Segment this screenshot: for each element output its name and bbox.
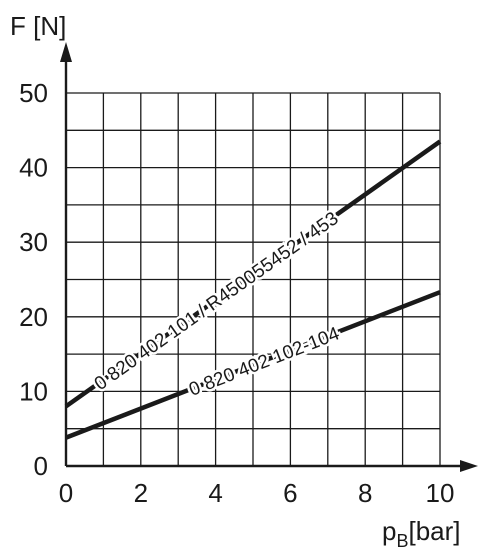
- y-axis-arrow-icon: [60, 42, 72, 62]
- y-tick-label: 0: [34, 451, 48, 481]
- series-line-2: [65, 290, 441, 440]
- y-tick-label: 30: [19, 227, 48, 257]
- x-tick-label: 6: [283, 478, 297, 508]
- x-tick-label: 2: [134, 478, 148, 508]
- x-axis-arrow-icon: [460, 460, 478, 472]
- x-axis-title-sub: B: [396, 531, 408, 551]
- series-label-2: 0 820 402 102-104: [186, 323, 343, 401]
- x-axis-title-unit: [bar]: [408, 516, 460, 546]
- x-tick-label: 10: [426, 478, 455, 508]
- y-tick-label: 50: [19, 78, 48, 108]
- x-tick-label: 0: [59, 478, 73, 508]
- y-tick-label: 20: [19, 302, 48, 332]
- axes: [60, 42, 478, 472]
- y-tick-label: 10: [19, 376, 48, 406]
- series-line-1: [64, 139, 442, 409]
- y-tick-label: 40: [19, 153, 48, 183]
- x-axis-title: pB[bar]: [382, 516, 461, 551]
- tick-labels: 0 10 20 30 40 50 0 2 4 6 8 10: [19, 78, 454, 508]
- x-axis-title-main: p: [382, 516, 396, 546]
- y-axis-title: F [N]: [10, 11, 66, 41]
- x-tick-label: 4: [208, 478, 222, 508]
- series-label-1: 0 820 402 101 / R450055452 / 453: [91, 208, 343, 395]
- series-lines: [64, 139, 442, 440]
- x-tick-label: 8: [358, 478, 372, 508]
